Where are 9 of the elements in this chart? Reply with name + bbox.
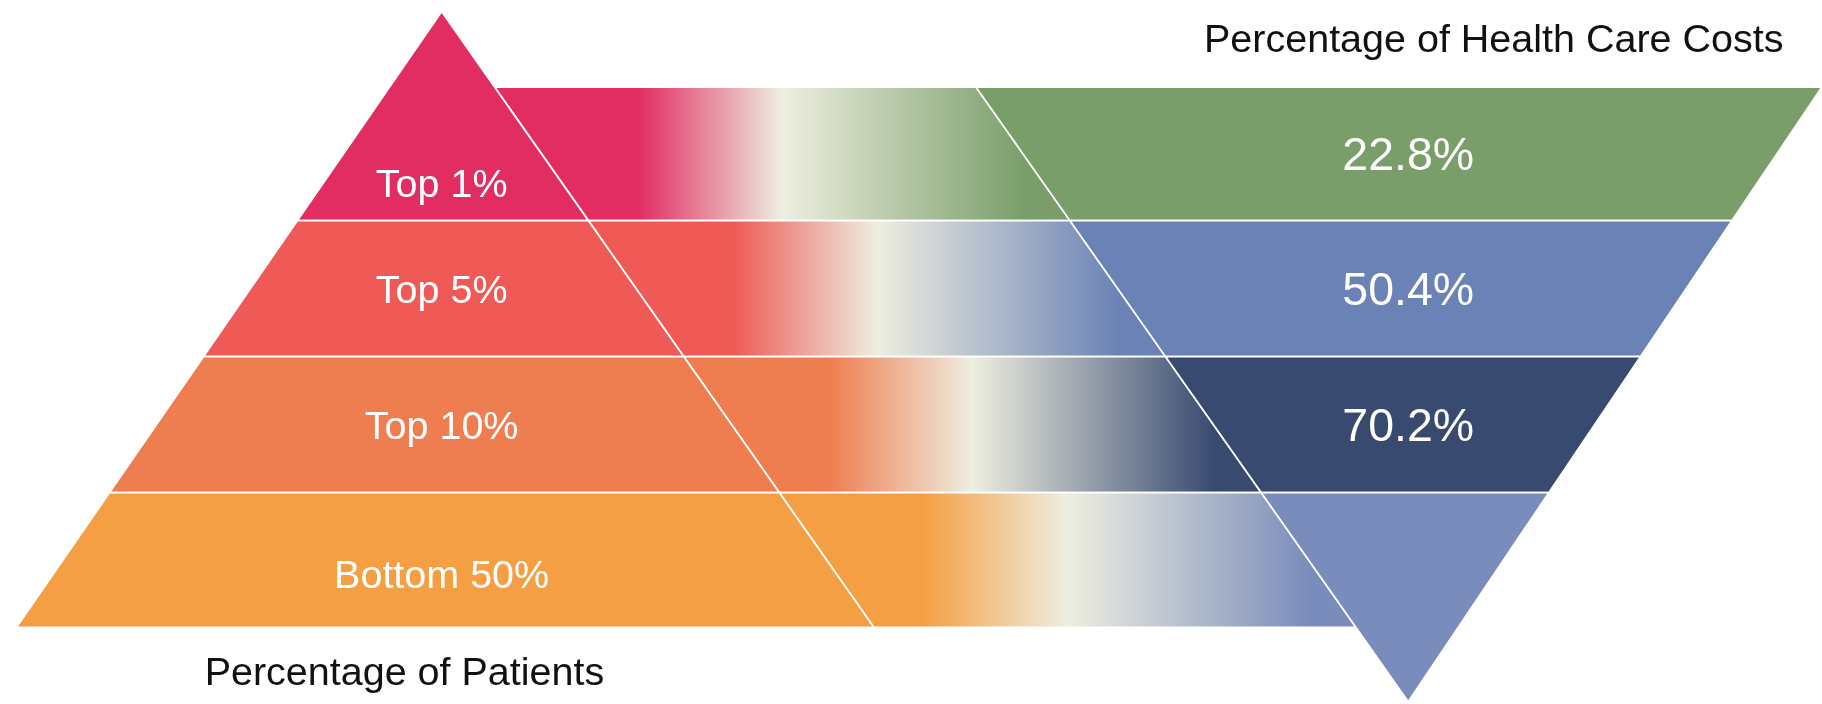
category-label: Top 10%	[364, 402, 519, 447]
data-label: 70.2%	[1342, 398, 1475, 451]
text: Percentage of Patients	[204, 649, 605, 694]
text: Percentage of Health Care Costs	[1204, 16, 1784, 61]
category-label: Top 5%	[375, 266, 508, 311]
category-label: Top 1%	[375, 161, 508, 206]
category-label: Bottom 50%	[334, 551, 550, 596]
data-label: 22.8%	[1342, 128, 1475, 181]
data-label: 50.4%	[1342, 262, 1475, 315]
